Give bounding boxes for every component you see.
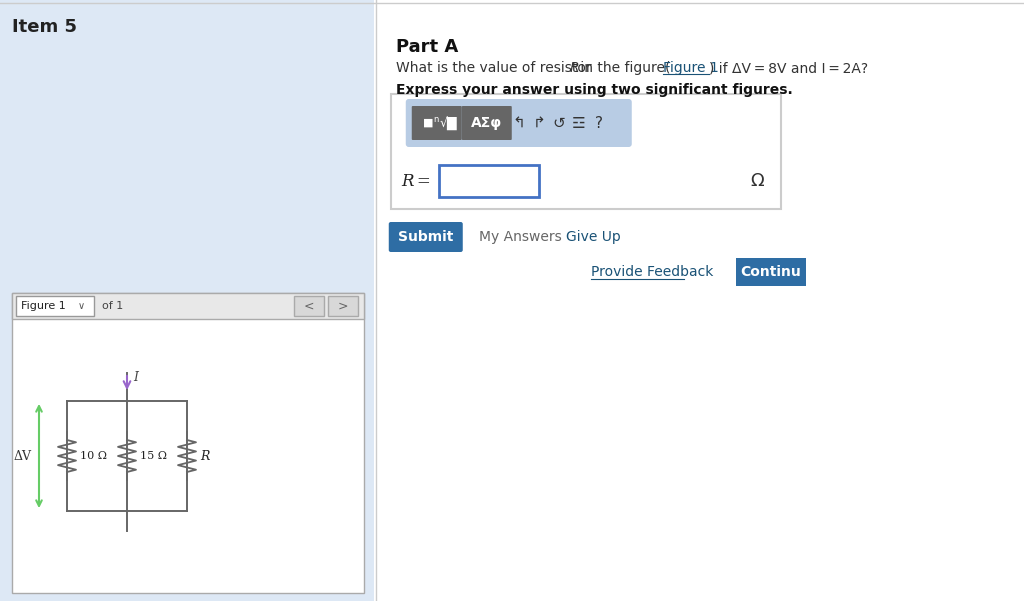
Text: 15 Ω: 15 Ω — [140, 451, 167, 461]
Text: ↰: ↰ — [512, 115, 525, 130]
Text: Figure 1: Figure 1 — [663, 61, 718, 75]
Text: >: > — [338, 299, 348, 313]
FancyBboxPatch shape — [12, 293, 364, 319]
FancyBboxPatch shape — [0, 0, 374, 601]
Text: AΣφ: AΣφ — [471, 116, 503, 130]
FancyBboxPatch shape — [736, 258, 806, 286]
Text: My Answers: My Answers — [479, 230, 561, 244]
Text: Express your answer using two significant figures.: Express your answer using two significan… — [395, 83, 793, 97]
Text: in the figure(: in the figure( — [575, 61, 670, 75]
FancyBboxPatch shape — [438, 165, 539, 197]
FancyBboxPatch shape — [16, 296, 94, 316]
Text: ■: ■ — [423, 118, 433, 128]
Text: ☲: ☲ — [572, 115, 586, 130]
Text: ↱: ↱ — [532, 115, 545, 130]
Text: Give Up: Give Up — [565, 230, 621, 244]
Text: I: I — [133, 371, 138, 384]
Text: √█: √█ — [439, 116, 458, 130]
Text: 10 Ω: 10 Ω — [80, 451, 106, 461]
FancyBboxPatch shape — [462, 106, 512, 140]
FancyBboxPatch shape — [294, 296, 324, 316]
FancyBboxPatch shape — [391, 94, 780, 209]
Text: R: R — [569, 61, 580, 75]
Text: Ω: Ω — [751, 172, 764, 190]
Text: ) if ΔV = 8V and I = 2A?: ) if ΔV = 8V and I = 2A? — [709, 61, 868, 75]
Text: R: R — [200, 450, 209, 463]
Text: Provide Feedback: Provide Feedback — [591, 265, 713, 279]
Text: <: < — [303, 299, 314, 313]
Text: ∨: ∨ — [78, 301, 85, 311]
FancyBboxPatch shape — [328, 296, 357, 316]
FancyBboxPatch shape — [406, 99, 632, 147]
FancyBboxPatch shape — [12, 293, 364, 593]
Text: ?: ? — [595, 115, 603, 130]
Text: Continu: Continu — [740, 265, 801, 279]
Text: n: n — [433, 115, 438, 123]
Text: ΔV: ΔV — [14, 450, 32, 463]
FancyBboxPatch shape — [389, 222, 463, 252]
Text: What is the value of resistor: What is the value of resistor — [395, 61, 596, 75]
Text: Part A: Part A — [395, 38, 458, 56]
Text: ↺: ↺ — [552, 115, 565, 130]
Text: Figure 1: Figure 1 — [22, 301, 66, 311]
Text: Item 5: Item 5 — [12, 18, 77, 36]
Text: of 1: of 1 — [102, 301, 123, 311]
Text: R =: R = — [400, 172, 430, 189]
FancyBboxPatch shape — [412, 106, 462, 140]
Text: Submit: Submit — [398, 230, 454, 244]
